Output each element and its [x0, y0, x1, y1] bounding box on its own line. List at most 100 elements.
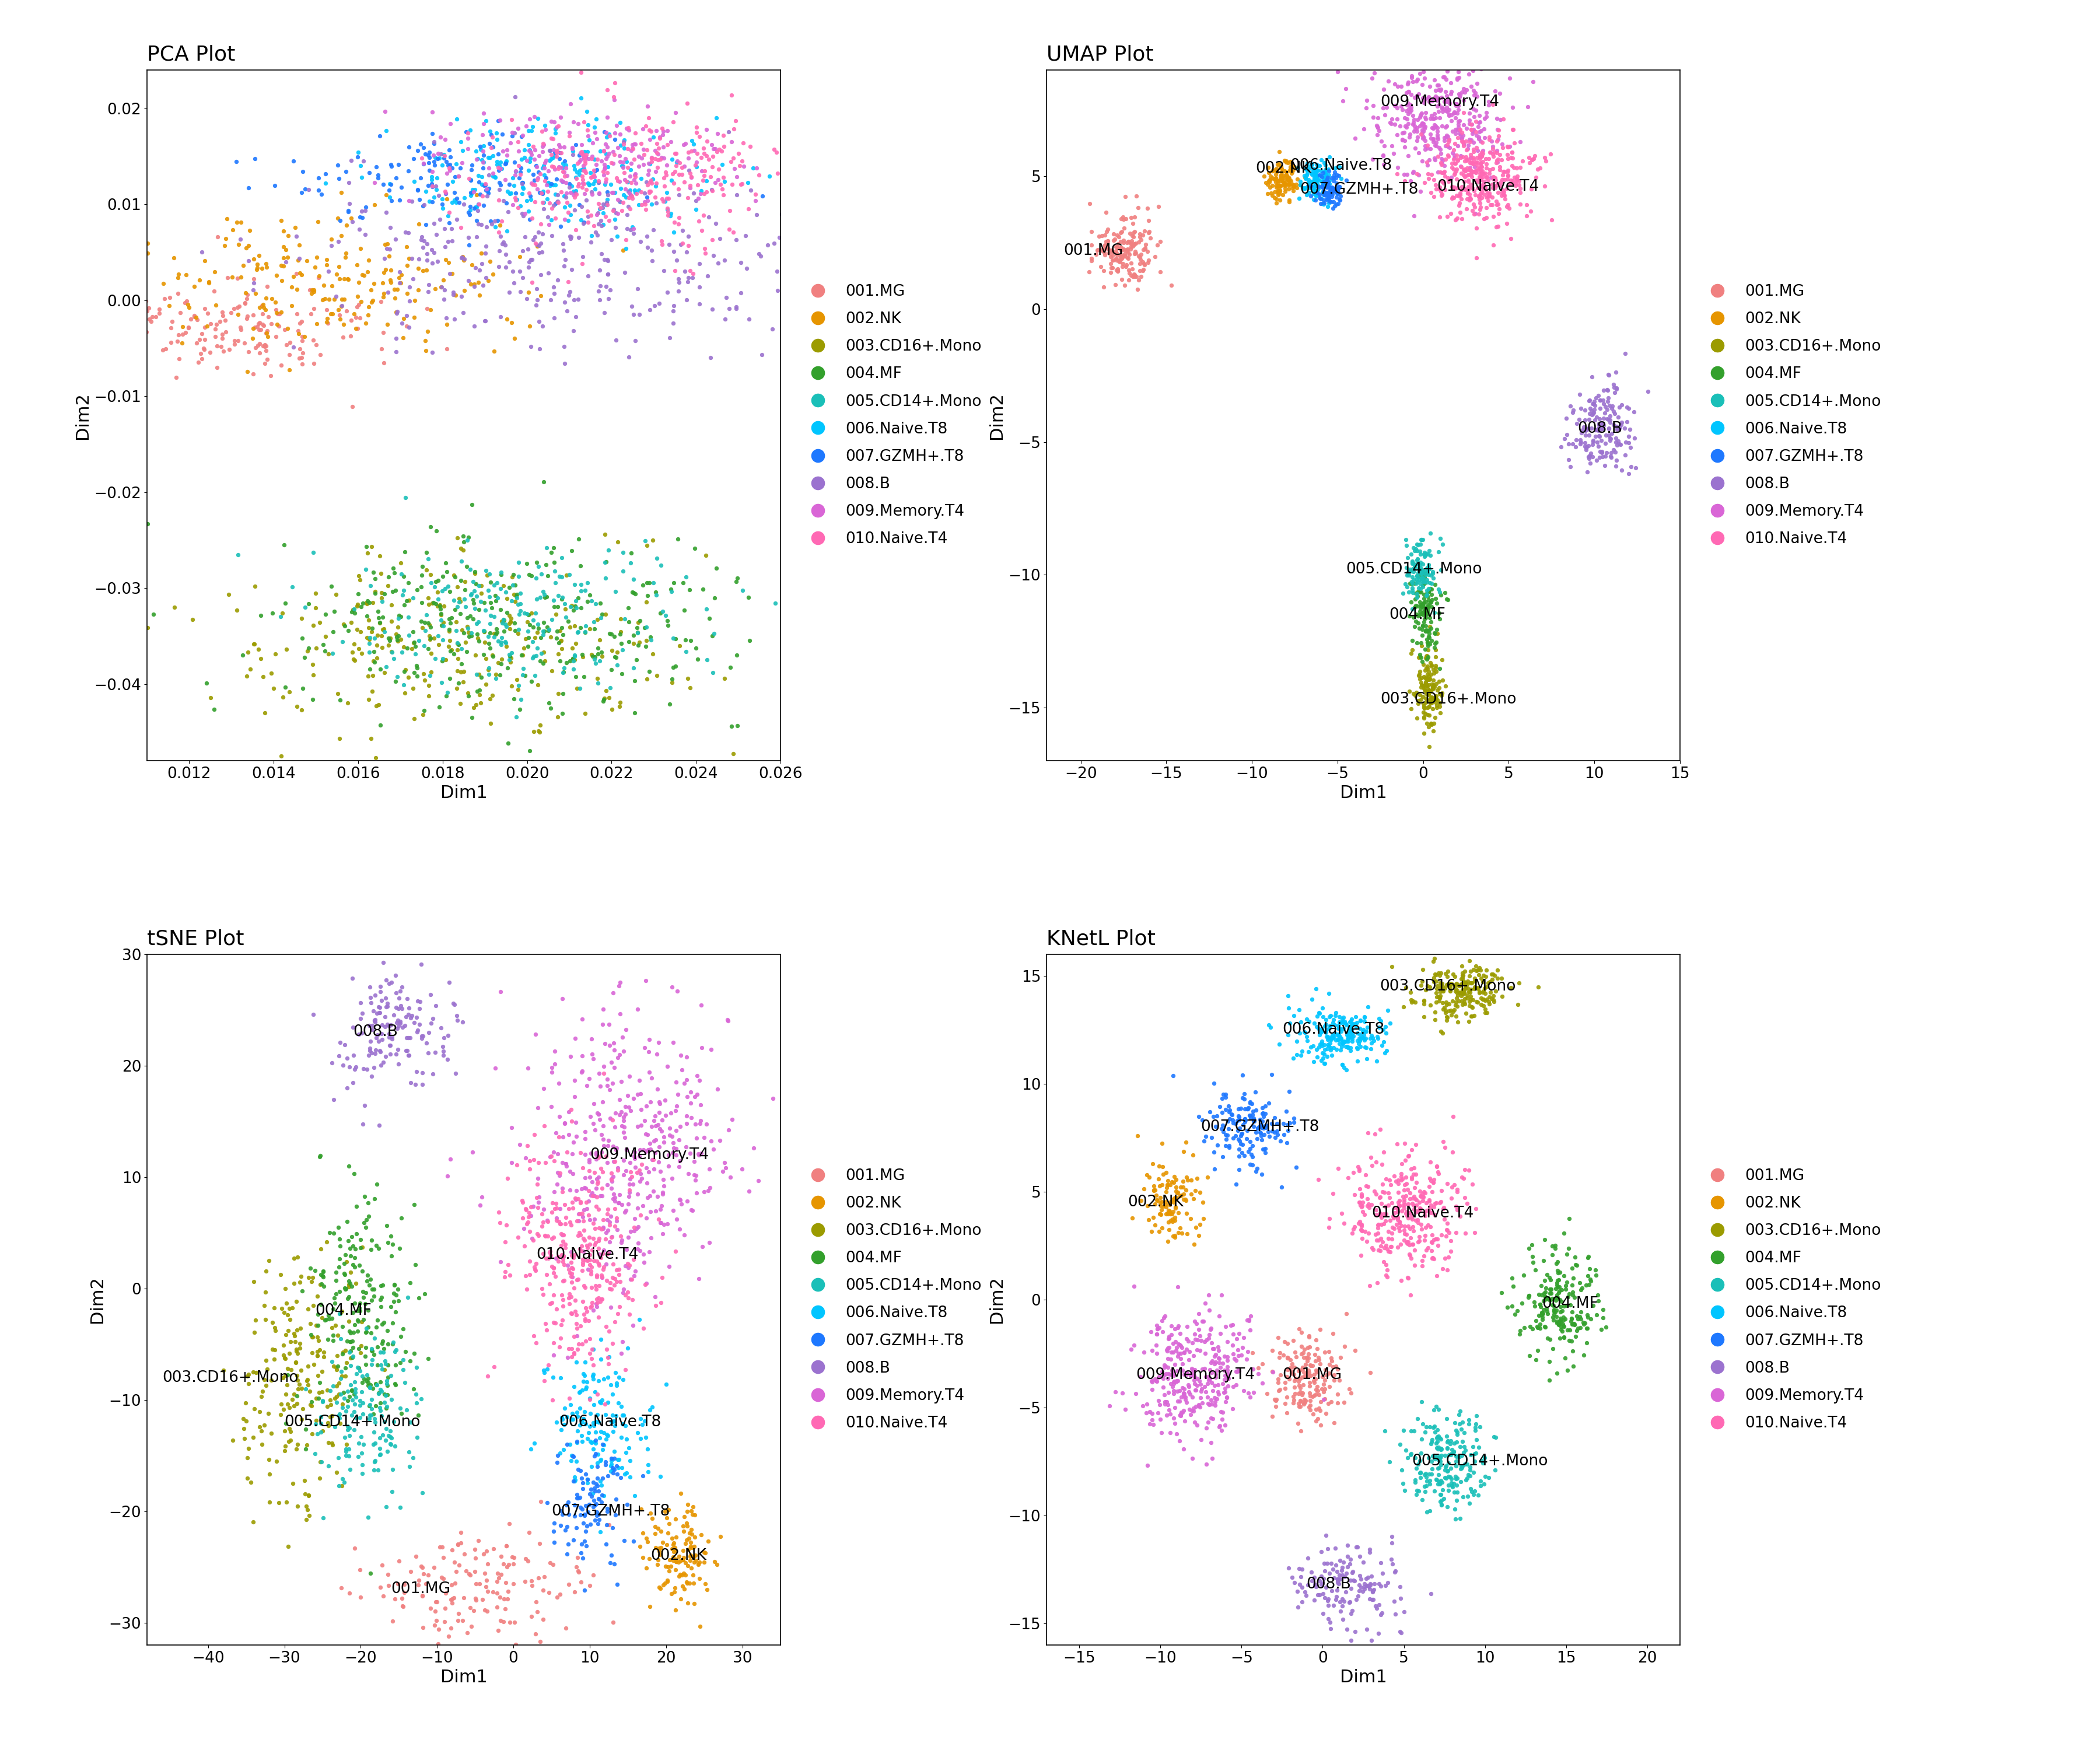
Point [678, 1542, 712, 1570]
Point [481, 1617, 514, 1645]
Point [433, 626, 466, 654]
Point [1289, 1344, 1323, 1372]
Point [1124, 243, 1157, 271]
Point [332, 1435, 365, 1463]
Point [422, 592, 456, 620]
Point [168, 289, 202, 317]
Point [1516, 145, 1550, 173]
Point [512, 205, 546, 233]
Point [1596, 392, 1630, 420]
Point [1575, 390, 1609, 418]
Point [162, 345, 195, 373]
Point [615, 135, 649, 163]
Text: 006.Naive.T8: 006.Naive.T8 [1283, 1022, 1384, 1038]
Point [1418, 144, 1451, 172]
Point [1315, 1022, 1348, 1050]
Point [265, 602, 298, 630]
Point [462, 210, 496, 238]
Point [1283, 172, 1317, 200]
Point [1325, 1050, 1359, 1078]
Point [1424, 1435, 1457, 1463]
Point [517, 612, 550, 640]
Point [632, 569, 666, 597]
Point [1292, 1344, 1325, 1372]
Point [1363, 1572, 1396, 1600]
Point [1308, 1011, 1342, 1040]
Point [1292, 149, 1325, 177]
Point [561, 1185, 594, 1213]
Point [462, 660, 496, 688]
Point [1319, 1550, 1352, 1578]
Point [1300, 1358, 1334, 1386]
Point [246, 332, 279, 360]
Point [685, 1090, 718, 1118]
Point [1466, 961, 1499, 989]
Point [529, 1316, 563, 1344]
Point [1317, 194, 1350, 222]
Point [624, 301, 657, 329]
Point [391, 985, 424, 1013]
Point [594, 656, 628, 684]
Point [1334, 1015, 1367, 1043]
Point [1409, 539, 1443, 567]
Point [527, 618, 561, 646]
Point [384, 550, 418, 578]
Point [428, 177, 462, 205]
Point [496, 257, 529, 285]
Point [1399, 135, 1432, 163]
Point [368, 98, 401, 126]
Point [382, 257, 416, 285]
Point [397, 1339, 430, 1367]
Point [313, 285, 346, 313]
Point [250, 1354, 284, 1382]
Point [527, 1111, 561, 1139]
Point [454, 201, 487, 229]
Point [544, 1580, 578, 1608]
Point [1153, 1216, 1186, 1244]
Point [1292, 1544, 1325, 1572]
Point [1212, 1108, 1245, 1136]
Point [544, 1220, 578, 1248]
Point [1310, 178, 1344, 206]
Point [1315, 173, 1348, 201]
Point [1296, 177, 1329, 205]
Point [1292, 178, 1325, 206]
Point [634, 236, 668, 264]
Point [613, 550, 647, 578]
Point [1277, 1367, 1310, 1395]
Point [668, 597, 701, 625]
Point [764, 200, 798, 228]
Point [657, 292, 691, 320]
Point [586, 1432, 620, 1460]
Point [1460, 952, 1493, 980]
Point [691, 203, 724, 231]
Point [1140, 1187, 1174, 1214]
Point [1390, 1202, 1424, 1230]
Point [586, 1088, 620, 1116]
Point [1140, 1320, 1174, 1348]
Point [1462, 975, 1495, 1003]
Point [573, 1491, 607, 1519]
Point [517, 642, 550, 670]
Point [351, 1503, 384, 1531]
Point [1455, 992, 1489, 1020]
Point [1315, 178, 1348, 206]
Point [1617, 424, 1651, 452]
Point [1119, 262, 1153, 291]
Point [630, 1524, 664, 1552]
Point [1182, 1211, 1216, 1239]
Point [225, 208, 258, 236]
Point [319, 1356, 353, 1384]
Point [1518, 1346, 1552, 1374]
Point [357, 558, 391, 586]
Point [1338, 1010, 1371, 1038]
Point [494, 180, 527, 208]
Point [414, 513, 447, 541]
Point [1331, 1164, 1365, 1192]
Point [1191, 1370, 1224, 1398]
Point [363, 1351, 397, 1379]
Point [601, 1452, 634, 1480]
Point [1252, 1118, 1285, 1146]
Point [281, 245, 315, 273]
Point [586, 1206, 620, 1234]
